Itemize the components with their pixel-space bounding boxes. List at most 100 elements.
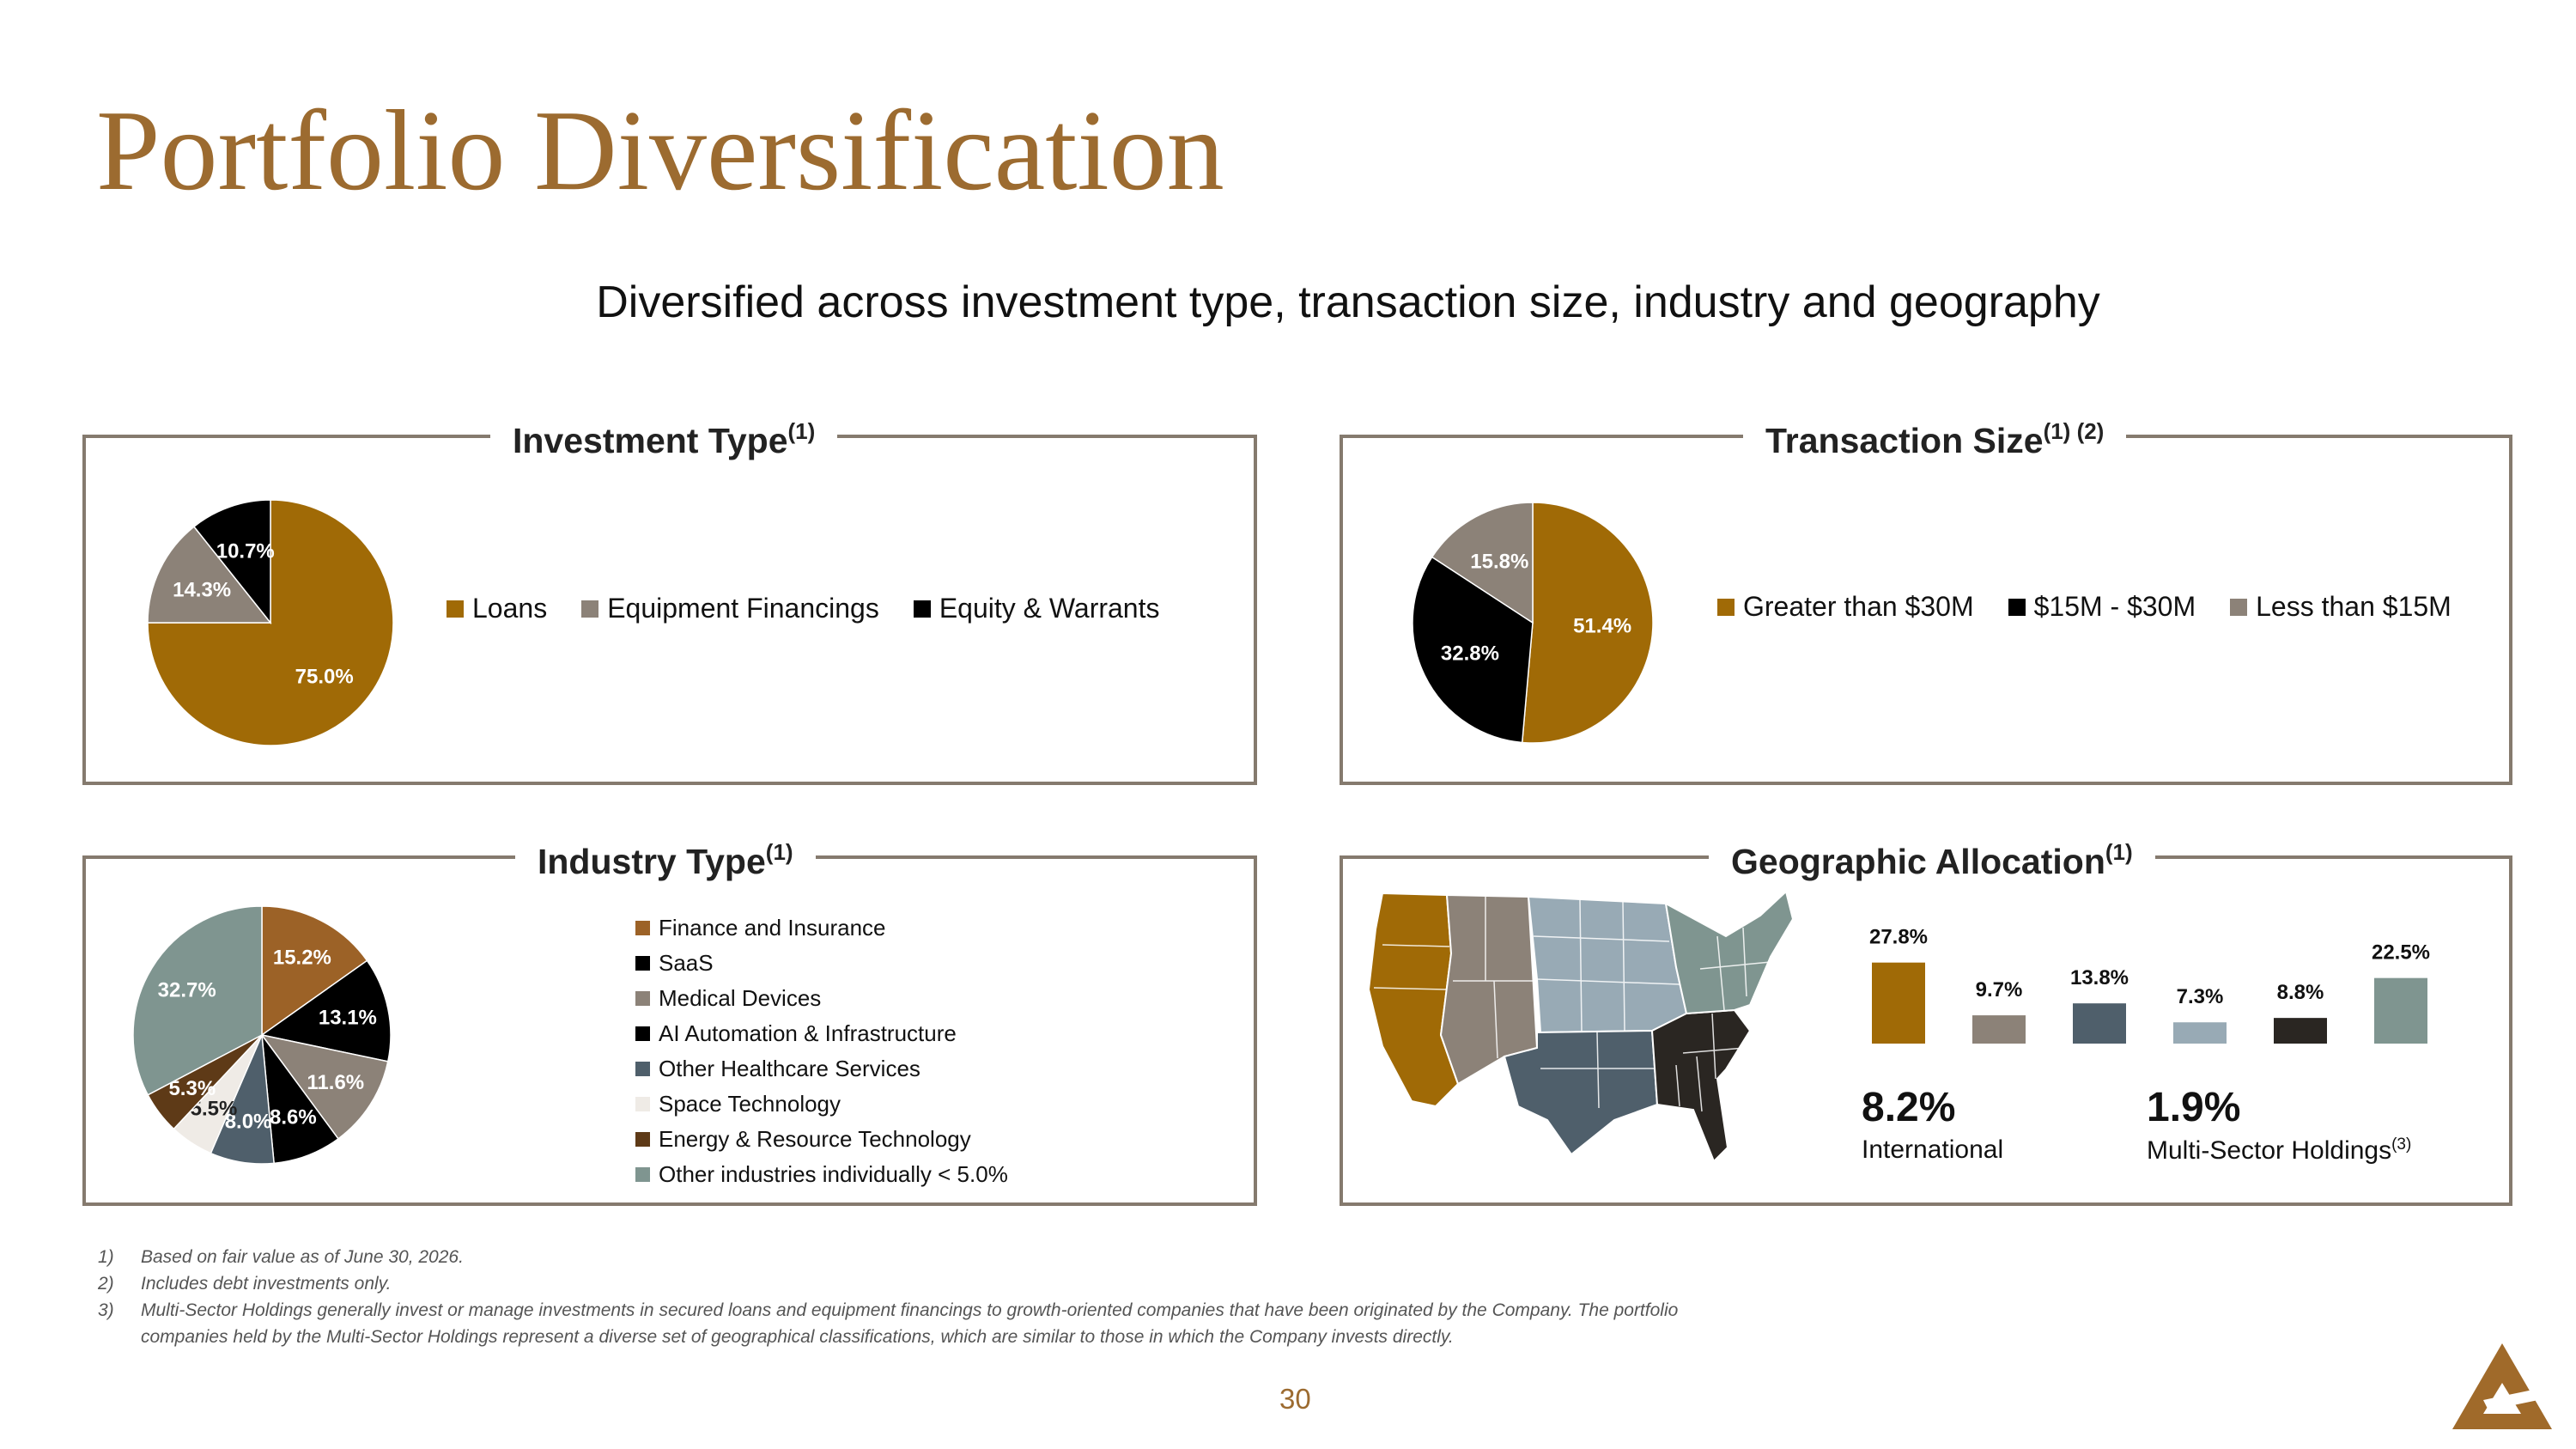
industry-type-legend: Finance and Insurance SaaS Medical Devices…	[635, 910, 1008, 1192]
transaction-size-slice-greater-than-30m	[1521, 502, 1654, 744]
industry-type-slice-saas	[260, 959, 392, 1062]
industry-type-legend-item-medical-devices: Medical Devices	[635, 981, 1008, 1016]
industry-type-legend-label: Other industries individually < 5.0%	[659, 1161, 1008, 1187]
investment-type-title: Investment Type(1)	[490, 420, 838, 459]
industry-type-legend-label: Finance and Insurance	[659, 915, 886, 941]
investment-type-legend-item-loans: Loans	[447, 593, 547, 624]
geo-bar-label-west: 27.8%	[1869, 926, 1928, 949]
geographic-allocation-title: Geographic Allocation(1)	[1709, 841, 2155, 881]
industry-type-legend-swatch	[635, 1026, 650, 1041]
geo-bar-southwest	[2374, 977, 2427, 1044]
investment-type-legend-swatch	[581, 600, 599, 618]
industry-type-label-other-healthcare-services: 8.0%	[225, 1111, 272, 1134]
geo-bar-label-midwest: 13.8%	[2070, 966, 2129, 989]
transaction-size-legend-label: $15M - $30M	[2033, 591, 2196, 622]
investment-type-slice-equipment-financings	[147, 526, 272, 624]
footnote-number	[98, 1324, 141, 1350]
industry-type-legend-swatch	[635, 956, 650, 971]
transaction-size-title: Transaction Size(1) (2)	[1743, 420, 2127, 460]
transaction-size-title-text: Transaction Size	[1765, 421, 2044, 460]
footnote-number: 3)	[98, 1300, 114, 1320]
transaction-size-legend-item-15m-30m: $15M - $30M	[2008, 591, 2196, 623]
industry-type-legend-item-other-healthcare-services: Other Healthcare Services	[635, 1051, 1008, 1087]
page-title: Portfolio Diversification	[96, 87, 1224, 214]
international-percentage: 8.2%	[1862, 1085, 1956, 1130]
us-map-northeast-region	[1664, 890, 1795, 1015]
multi-sector-holdings-label-text: Multi-Sector Holdings	[2147, 1136, 2392, 1165]
geo-bar-label-mountain: 9.7%	[1976, 978, 2023, 1002]
footnote-number: 1)	[98, 1247, 114, 1267]
geo-bar-label-northeast: 7.3%	[2177, 985, 2224, 1008]
geo-bar-southeast	[2274, 1018, 2327, 1044]
multi-sector-holdings-label-sup: (3)	[2391, 1135, 2412, 1154]
industry-type-legend-label: AI Automation & Infrastructure	[659, 1020, 957, 1046]
industry-type-legend-item-finance-and-insurance: Finance and Insurance	[635, 910, 1008, 946]
transaction-size-legend-label: Greater than $30M	[1743, 591, 1974, 622]
transaction-size-legend-item-less-than-15m: Less than $15M	[2230, 591, 2451, 623]
transaction-size-legend-swatch	[2230, 598, 2248, 616]
geo-bar-label-southwest: 22.5%	[2372, 941, 2430, 965]
page-subtitle: Diversified across investment type, tran…	[596, 277, 2100, 327]
industry-type-label-medical-devices: 11.6%	[307, 1071, 364, 1094]
investment-type-label-equity-warrants: 10.7%	[216, 539, 275, 563]
footnote: 3) Multi-Sector Holdings generally invest…	[98, 1297, 1678, 1324]
geo-bar-northeast	[2173, 1022, 2227, 1044]
footnote-text: companies held by the Multi-Sector Holdi…	[141, 1327, 1454, 1347]
footnotes: 1) Based on fair value as of June 30, 202…	[98, 1244, 1678, 1350]
industry-type-legend-swatch	[635, 1132, 650, 1147]
international-label: International	[1862, 1135, 2004, 1164]
investment-type-pie-chart: 75.0% 14.3% 10.7%	[147, 499, 394, 746]
page-number: 30	[1279, 1383, 1311, 1415]
multi-sector-holdings-label: Multi-Sector Holdings(3)	[2147, 1135, 2411, 1166]
investment-type-legend-swatch	[447, 600, 464, 618]
transaction-size-legend: Greater than $30M $15M - $30M Less than $1…	[1717, 591, 2486, 623]
investment-type-legend-label: Equipment Financings	[607, 593, 879, 624]
industry-type-pie-chart: 15.2%13.1%11.6%8.6%8.0%5.5%5.3%32.7%	[132, 905, 392, 1165]
transaction-size-legend-swatch	[1717, 598, 1735, 616]
investment-type-legend-item-equipment-financings: Equipment Financings	[581, 593, 879, 624]
transaction-size-pie-chart: 51.4% 32.8% 15.8%	[1412, 502, 1654, 744]
industry-type-label-energy-resource-technology: 5.3%	[168, 1077, 216, 1100]
industry-type-label-ai-automation-infrastructure: 8.6%	[270, 1105, 317, 1129]
industry-type-label-saas: 13.1%	[319, 1006, 377, 1029]
transaction-size-slice-less-than-15m	[1431, 502, 1534, 624]
industry-type-legend-swatch	[635, 921, 650, 935]
geo-bar-midwest	[2073, 1003, 2126, 1044]
investment-type-slice-equity-warrants	[192, 499, 271, 625]
footnote-text: Includes debt investments only.	[141, 1274, 392, 1294]
transaction-size-legend-swatch	[2008, 598, 2026, 616]
us-map-midwest-region	[1527, 895, 1688, 1034]
geo-bar-west	[1872, 962, 1925, 1044]
company-logo	[2452, 1343, 2552, 1429]
industry-type-legend-swatch	[635, 1167, 650, 1182]
industry-type-legend-swatch	[635, 1062, 650, 1076]
industry-type-label-other-industries-individually-5-0: 32.7%	[158, 978, 216, 1002]
investment-type-legend-item-equity-warrants: Equity & Warrants	[913, 593, 1159, 624]
investment-type-legend-swatch	[913, 600, 931, 618]
transaction-size-legend-item-greater-than-30m: Greater than $30M	[1717, 591, 1974, 623]
footnote: 1) Based on fair value as of June 30, 202…	[98, 1244, 1678, 1270]
geographic-allocation-title-sup: (1)	[2105, 839, 2133, 865]
geographic-allocation-title-text: Geographic Allocation	[1731, 842, 2105, 881]
us-map-illustration	[1367, 890, 1795, 1163]
industry-type-title: Industry Type(1)	[515, 841, 816, 880]
industry-type-legend-item-other-industries-individually-5-0: Other industries individually < 5.0%	[635, 1157, 1008, 1192]
industry-type-legend-item-ai-automation-infrastructure: AI Automation & Infrastructure	[635, 1016, 1008, 1051]
investment-type-legend-label: Loans	[472, 593, 548, 624]
industry-type-legend-label: Other Healthcare Services	[659, 1056, 920, 1081]
investment-type-label-loans: 75.0%	[295, 666, 354, 689]
industry-type-label-finance-and-insurance: 15.2%	[273, 946, 331, 969]
investment-type-slice-loans	[147, 499, 394, 746]
investment-type-title-sup: (1)	[787, 418, 816, 444]
transaction-size-label-less-than-15m: 15.8%	[1470, 551, 1528, 574]
industry-type-legend-item-energy-resource-technology: Energy & Resource Technology	[635, 1122, 1008, 1157]
footnote: companies held by the Multi-Sector Holdi…	[98, 1324, 1678, 1350]
industry-type-slice-finance-and-insurance	[261, 905, 368, 1037]
footnote-text: Based on fair value as of June 30, 2026.	[141, 1247, 464, 1267]
transaction-size-title-sup: (1) (2)	[2043, 418, 2105, 444]
industry-type-title-sup: (1)	[765, 839, 793, 865]
footnote-number: 2)	[98, 1274, 114, 1294]
geo-bar-label-southeast: 8.8%	[2277, 981, 2324, 1004]
investment-type-legend: Loans Equipment Financings Equity & Warran…	[447, 593, 1194, 624]
us-map-southeast-region	[1650, 1008, 1752, 1163]
